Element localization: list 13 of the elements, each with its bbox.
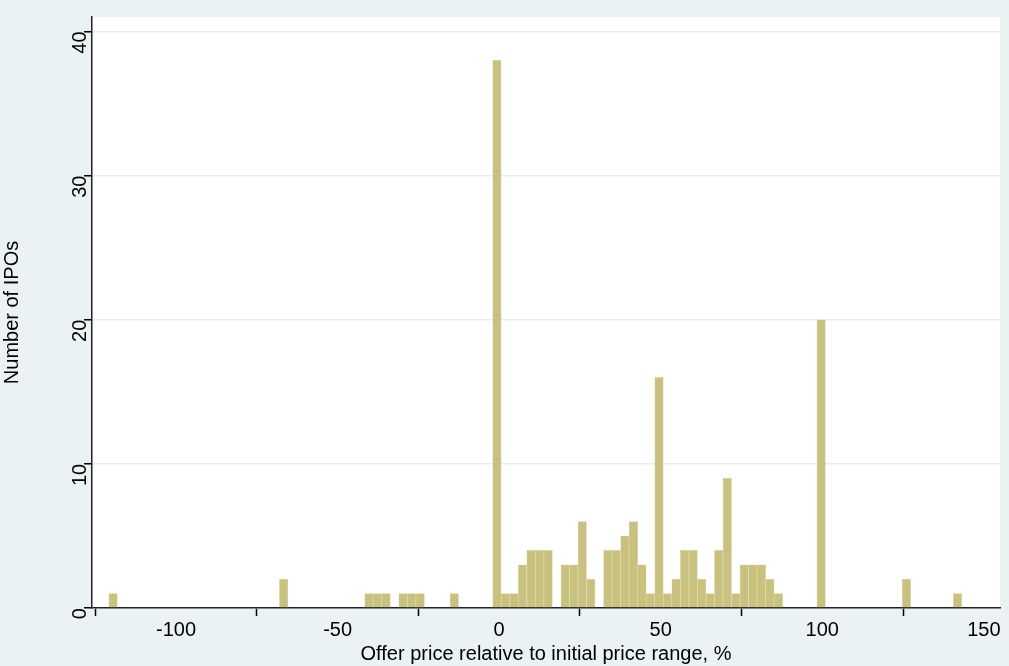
x-tick-label: -100	[156, 617, 197, 640]
x-axis-title: Offer price relative to initial price range, %	[360, 641, 732, 664]
x-tick-label: 0	[493, 617, 505, 640]
x-tick-label: 50	[649, 617, 672, 640]
y-tick-label: 0	[67, 608, 90, 620]
y-axis-title: Number of IPOs	[0, 240, 22, 385]
y-tick-label: 20	[67, 319, 90, 342]
x-tick-label: -50	[323, 617, 353, 640]
y-tick-label: 10	[67, 463, 90, 487]
x-tick-label: 150	[967, 617, 1001, 640]
y-tick-label: 30	[67, 175, 90, 198]
y-tick-label: 40	[67, 31, 90, 54]
x-tick-label: 100	[805, 617, 839, 640]
